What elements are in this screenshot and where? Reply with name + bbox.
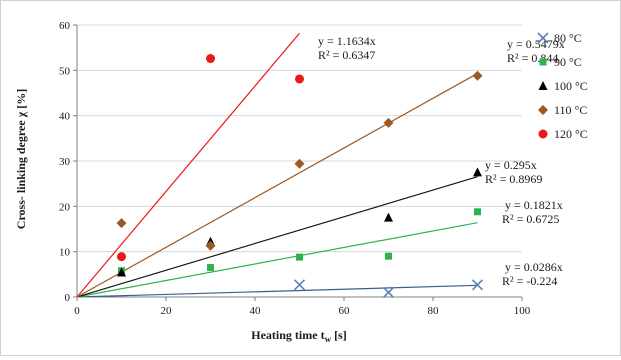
legend-label-4: 120 °C — [554, 127, 588, 141]
data-point-1-1-shape — [207, 264, 214, 272]
data-point-4-2-shape — [295, 74, 304, 84]
data-point-3-1 — [205, 240, 216, 251]
x-tick-label-60: 60 — [339, 305, 351, 317]
legend-label-0: 80 °C — [554, 31, 582, 45]
data-point-0-1 — [382, 286, 395, 299]
data-point-3-0-shape — [116, 218, 127, 229]
y-tick-label-0: 0 — [65, 292, 71, 304]
y-tick-label-10: 10 — [59, 247, 71, 259]
legend-marker-0 — [537, 32, 549, 44]
data-point-3-2 — [294, 158, 305, 169]
trendline-2 — [77, 176, 478, 297]
legend: 80 °C 90 °C 100 °C 110 °C 120 °C — [537, 31, 588, 141]
data-point-3-4-shape — [472, 70, 483, 81]
legend-marker-1-shape — [539, 58, 547, 66]
trendline-3 — [77, 72, 478, 297]
legend-marker-3-shape — [538, 105, 548, 115]
legend-label-3: 110 °C — [554, 103, 587, 117]
data-point-1-1 — [207, 264, 214, 272]
x-axis-title-subscript: w — [325, 334, 332, 344]
x-axis-title: Heating time tw [s] — [251, 328, 346, 344]
trendline-layer — [77, 32, 478, 297]
y-tick-label-40: 40 — [59, 111, 71, 123]
legend-marker-2 — [538, 81, 548, 90]
x-tick-label-80: 80 — [428, 305, 440, 317]
data-point-1-2-shape — [296, 253, 303, 261]
trend-equation-1: y = 0.1821x — [505, 198, 563, 212]
data-point-1-3-shape — [385, 252, 392, 260]
trendline-4 — [77, 32, 300, 297]
y-tick-label-30: 30 — [59, 156, 71, 168]
trend-r2-0: R² = -0.224 — [502, 274, 557, 288]
data-point-1-3 — [385, 252, 392, 260]
axes-layer: 0 10 20 30 40 50 60 0 20 40 60 80 100 — [59, 20, 531, 317]
x-tick-label-0: 0 — [74, 305, 80, 317]
y-axis-title: Cross- linking degree χ [%] — [14, 89, 28, 229]
data-point-2-2 — [384, 212, 393, 222]
trend-equation-4: y = 1.1634x — [318, 34, 376, 48]
data-point-4-1 — [206, 54, 215, 64]
legend-marker-3 — [538, 105, 548, 115]
legend-marker-1 — [539, 58, 547, 66]
data-point-1-4-shape — [474, 208, 481, 216]
legend-marker-2-shape — [538, 81, 548, 90]
legend-label-2: 100 °C — [554, 79, 588, 93]
data-point-3-1-shape — [205, 240, 216, 251]
trendlines-clipped — [77, 32, 478, 297]
y-tick-label-20: 20 — [59, 201, 71, 213]
data-point-0-2-stroke-b — [471, 279, 484, 291]
x-axis-title-main: Heating time t — [251, 328, 324, 342]
data-point-0-0 — [293, 279, 306, 291]
data-point-4-0-shape — [117, 252, 126, 262]
data-point-2-0 — [117, 267, 126, 277]
data-point-0-0-stroke-b — [293, 279, 306, 291]
legend-label-1: 90 °C — [554, 55, 582, 69]
data-point-4-2 — [295, 74, 304, 84]
trendline-1 — [77, 222, 478, 297]
data-point-3-4 — [472, 70, 483, 81]
trend-r2-1: R² = 0.6725 — [502, 212, 559, 226]
legend-marker-0-stroke-b — [537, 32, 549, 44]
trend-equation-3: y = 0.5479x — [507, 37, 565, 51]
data-point-1-2 — [296, 253, 303, 261]
data-points-layer — [116, 54, 484, 299]
data-point-2-2-shape — [384, 212, 393, 222]
legend-marker-4 — [538, 129, 548, 139]
data-point-2-3 — [473, 167, 482, 177]
data-point-0-1-stroke-b — [382, 286, 395, 299]
data-point-2-3-shape — [473, 167, 482, 177]
data-point-1-4 — [474, 208, 481, 216]
y-tick-label-50: 50 — [59, 65, 71, 77]
legend-marker-4-shape — [538, 129, 548, 139]
trend-equation-0: y = 0.0286x — [505, 260, 563, 274]
trend-r2-2: R² = 0.8969 — [485, 172, 542, 186]
y-tick-label-60: 60 — [59, 20, 71, 32]
data-point-4-0 — [117, 252, 126, 262]
trend-r2-3: R² = 0.844 — [507, 51, 558, 65]
x-tick-label-20: 20 — [161, 305, 173, 317]
data-point-2-0-shape — [117, 267, 126, 277]
x-axis-title-unit: [s] — [331, 328, 347, 342]
data-point-3-0 — [116, 218, 127, 229]
x-tick-label-40: 40 — [250, 305, 262, 317]
trend-r2-4: R² = 0.6347 — [318, 48, 375, 62]
trend-equation-2: y = 0.295x — [485, 158, 537, 172]
trendline-0 — [77, 284, 478, 297]
data-point-3-3 — [383, 117, 394, 128]
data-point-4-1-shape — [206, 54, 215, 64]
data-point-0-2 — [471, 279, 484, 291]
data-point-3-2-shape — [294, 158, 305, 169]
x-tick-label-100: 100 — [514, 305, 531, 317]
data-point-3-3-shape — [383, 117, 394, 128]
